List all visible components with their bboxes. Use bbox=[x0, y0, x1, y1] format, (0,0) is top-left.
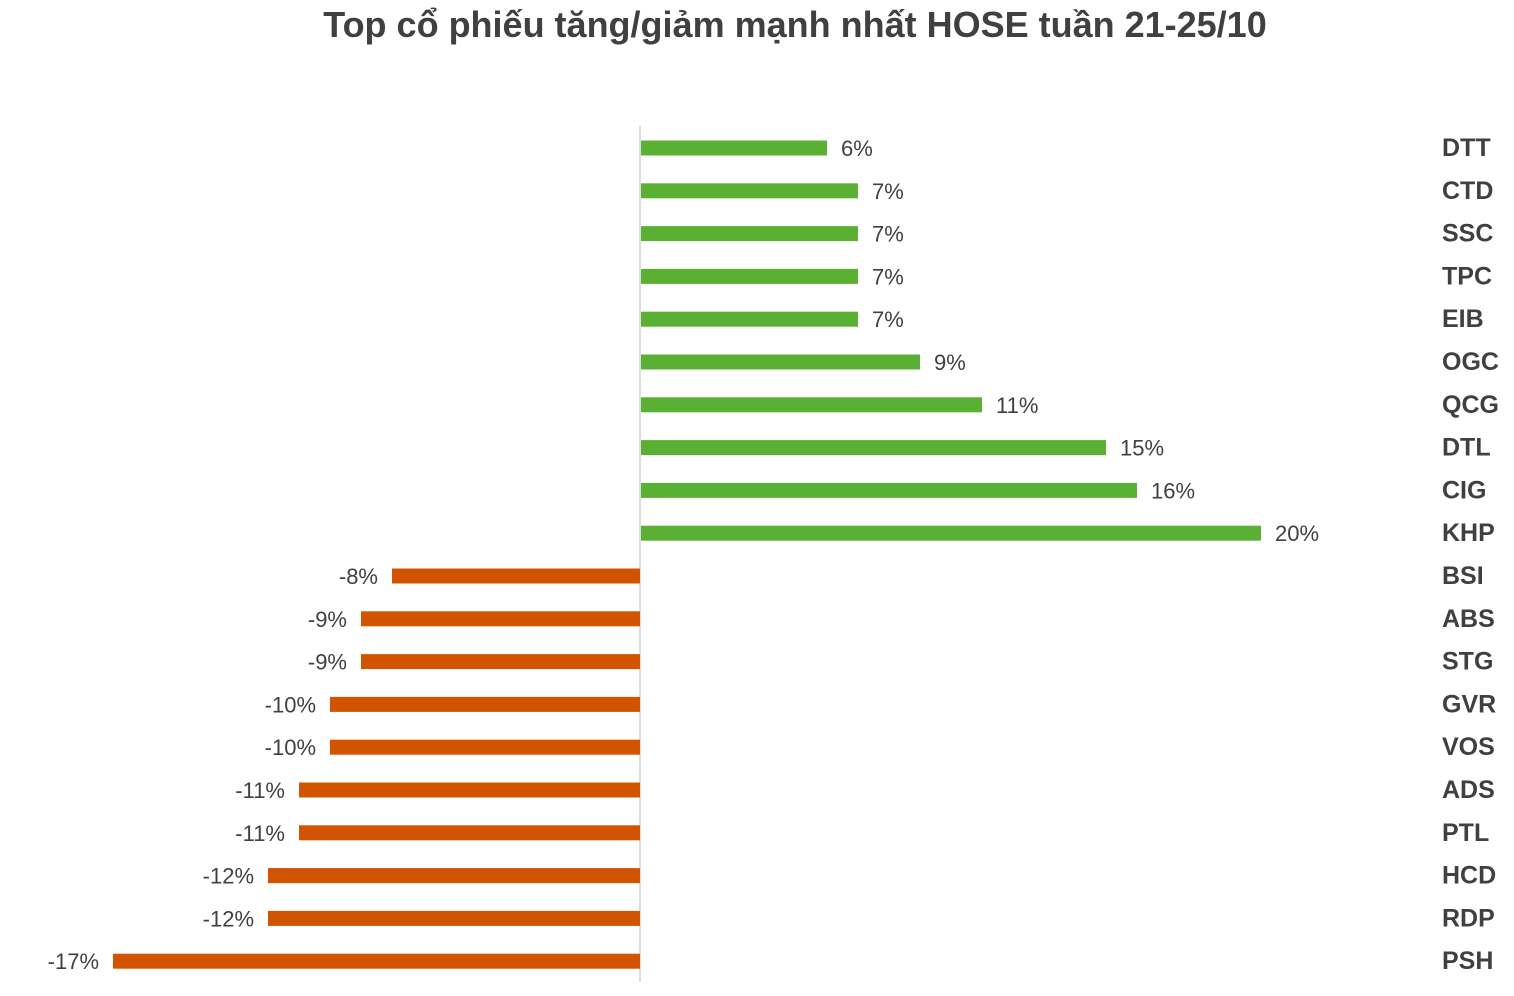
category-label-vos: VOS bbox=[1442, 733, 1495, 761]
bar-eib bbox=[641, 311, 858, 327]
chart-title: Top cổ phiếu tăng/giảm mạnh nhất HOSE tu… bbox=[323, 4, 1267, 45]
category-label-stg: STG bbox=[1442, 648, 1493, 676]
value-label-cig: 16% bbox=[1151, 478, 1195, 503]
category-label-ptl: PTL bbox=[1442, 819, 1489, 847]
bar-stg bbox=[361, 654, 640, 670]
bar-dtl bbox=[641, 440, 1106, 456]
category-label-hcd: HCD bbox=[1442, 862, 1496, 890]
value-label-vos: -10% bbox=[265, 735, 316, 760]
bar-bsi bbox=[392, 568, 640, 584]
bar-hcd bbox=[268, 868, 640, 884]
category-label-ctd: CTD bbox=[1442, 177, 1493, 205]
category-label-abs: ABS bbox=[1442, 605, 1495, 633]
category-label-dtt: DTT bbox=[1442, 134, 1491, 162]
bar-gvr bbox=[330, 696, 640, 712]
bars-layer bbox=[113, 126, 1261, 982]
value-label-tpc: 7% bbox=[872, 264, 904, 289]
value-label-khp: 20% bbox=[1275, 521, 1319, 546]
category-label-ogc: OGC bbox=[1442, 348, 1499, 376]
value-label-dtl: 15% bbox=[1120, 436, 1164, 461]
bar-ogc bbox=[641, 354, 920, 370]
category-label-bsi: BSI bbox=[1442, 562, 1484, 590]
bar-abs bbox=[361, 611, 640, 627]
value-label-dtt: 6% bbox=[841, 136, 873, 161]
value-label-eib: 7% bbox=[872, 307, 904, 332]
category-label-psh: PSH bbox=[1442, 947, 1493, 975]
value-label-ogc: 9% bbox=[934, 350, 966, 375]
bar-cig bbox=[641, 482, 1137, 498]
bar-ctd bbox=[641, 183, 858, 199]
bar-psh bbox=[113, 953, 640, 969]
bar-ptl bbox=[299, 825, 640, 841]
bar-vos bbox=[330, 739, 640, 755]
bar-rdp bbox=[268, 910, 640, 926]
value-label-ptl: -11% bbox=[235, 821, 285, 846]
value-label-ads: -11% bbox=[235, 778, 285, 803]
category-label-cig: CIG bbox=[1442, 476, 1486, 504]
value-label-ssc: 7% bbox=[872, 222, 904, 247]
labels-layer: 6% DTT 7% CTD 7% SSC 7% TPC 7% EIB 9% OGC 11% QCG 15% D… bbox=[48, 134, 1499, 975]
value-label-stg: -9% bbox=[308, 650, 347, 675]
bar-ssc bbox=[641, 226, 858, 242]
value-label-qcg: 11% bbox=[996, 393, 1038, 418]
value-label-psh: -17% bbox=[48, 949, 99, 974]
value-label-ctd: 7% bbox=[872, 179, 904, 204]
bar-qcg bbox=[641, 397, 982, 413]
category-label-rdp: RDP bbox=[1442, 904, 1495, 932]
bar-dtt bbox=[641, 140, 827, 156]
bar-khp bbox=[641, 525, 1261, 541]
category-label-ads: ADS bbox=[1442, 776, 1495, 804]
value-label-rdp: -12% bbox=[203, 906, 254, 931]
bar-ads bbox=[299, 782, 640, 798]
category-label-tpc: TPC bbox=[1442, 262, 1492, 290]
value-label-gvr: -10% bbox=[265, 692, 316, 717]
category-label-dtl: DTL bbox=[1442, 434, 1491, 462]
category-label-eib: EIB bbox=[1442, 305, 1484, 333]
category-label-ssc: SSC bbox=[1442, 220, 1493, 248]
value-label-bsi: -8% bbox=[339, 564, 378, 589]
value-label-hcd: -12% bbox=[203, 864, 254, 889]
category-label-qcg: QCG bbox=[1442, 391, 1499, 419]
value-label-abs: -9% bbox=[308, 607, 347, 632]
bar-tpc bbox=[641, 268, 858, 284]
category-label-gvr: GVR bbox=[1442, 690, 1496, 718]
category-label-khp: KHP bbox=[1442, 519, 1495, 547]
